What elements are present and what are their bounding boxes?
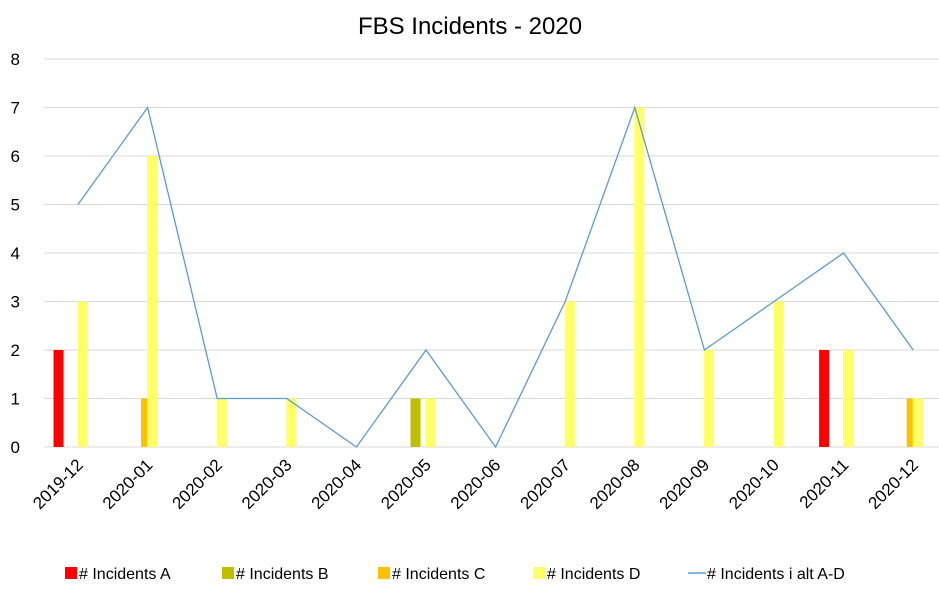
x-tick-label: 2020-08 <box>586 455 644 513</box>
legend-label: # Incidents C <box>392 566 485 583</box>
legend-swatch <box>65 567 77 579</box>
legend-label: # Incidents A <box>79 566 171 583</box>
bar <box>141 398 152 447</box>
legend-label: # Incidents i alt A-D <box>707 566 845 583</box>
bar <box>216 398 227 447</box>
legend-swatch <box>222 567 234 579</box>
x-tick-label: 2020-10 <box>725 455 783 513</box>
bar <box>912 398 923 447</box>
y-axis: 0 1 2 3 4 5 6 7 8 <box>11 50 20 457</box>
bar <box>906 398 917 447</box>
x-tick-label: 2020-11 <box>796 455 853 512</box>
bar <box>425 398 436 447</box>
y-tick-label: 6 <box>11 147 20 166</box>
bars <box>53 107 923 447</box>
legend-swatch <box>378 567 390 579</box>
x-tick-label: 2020-02 <box>168 455 226 513</box>
x-tick-label: 2020-06 <box>447 455 505 513</box>
y-tick-label: 8 <box>11 50 20 69</box>
x-tick-label: 2020-05 <box>377 455 435 513</box>
bar <box>286 398 297 447</box>
x-tick-label: 2020-04 <box>308 455 366 513</box>
bar <box>77 301 88 447</box>
bar <box>147 156 158 447</box>
y-tick-label: 7 <box>11 99 20 118</box>
y-tick-label: 2 <box>11 341 20 360</box>
legend-label: # Incidents D <box>547 566 640 583</box>
total-line <box>77 105 914 449</box>
bar <box>564 301 575 447</box>
grid <box>44 58 939 448</box>
x-tick-label: 2020-12 <box>864 455 922 513</box>
x-tick-label: 2020-01 <box>99 455 157 513</box>
x-tick-label: 2020-09 <box>656 455 714 513</box>
y-tick-label: 4 <box>11 244 20 263</box>
chart-title: FBS Incidents - 2020 <box>358 13 582 40</box>
bar <box>634 107 645 447</box>
y-tick-label: 1 <box>11 390 20 409</box>
x-tick-label: 2019-12 <box>29 455 87 513</box>
bar <box>773 301 784 447</box>
bar <box>703 350 714 447</box>
bar <box>819 350 830 447</box>
y-tick-label: 3 <box>11 293 20 312</box>
x-axis: 2019-12 2020-01 2020-02 2020-03 2020-04 2020-… <box>29 455 922 513</box>
legend-swatch <box>533 567 545 579</box>
y-tick-label: 5 <box>11 196 20 215</box>
bar <box>843 350 854 447</box>
total-line-path <box>77 105 914 449</box>
legend-label: # Incidents B <box>236 566 329 583</box>
bar <box>410 398 421 447</box>
x-tick-label: 2020-07 <box>516 455 574 513</box>
y-tick-label: 0 <box>11 438 20 457</box>
bar <box>53 350 64 447</box>
x-tick-label: 2020-03 <box>238 455 296 513</box>
legend: # Incidents A # Incidents B # Incidents C #… <box>65 566 845 583</box>
